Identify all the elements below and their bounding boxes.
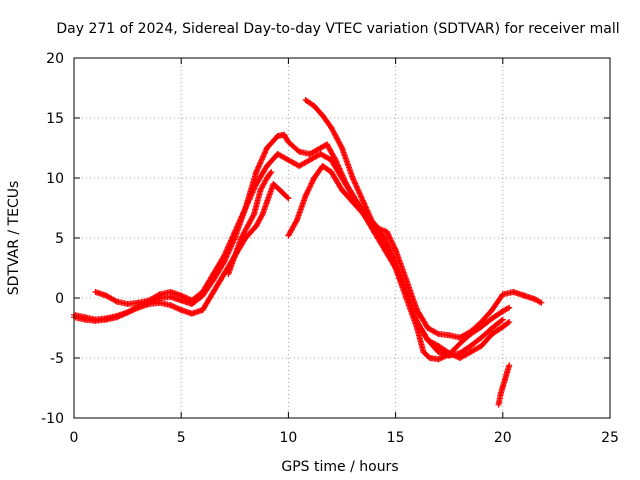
data-point — [258, 212, 265, 219]
y-tick-label: -5 — [50, 351, 64, 367]
series-track-2 — [92, 151, 506, 359]
data-point — [498, 317, 505, 324]
x-tick-label: 20 — [494, 430, 512, 446]
data-point — [506, 362, 513, 369]
series-track-4 — [225, 169, 275, 277]
y-tick-label: 5 — [55, 231, 64, 247]
data-point — [250, 212, 257, 219]
x-tick-label: 15 — [387, 430, 405, 446]
x-tick-label: 10 — [279, 430, 297, 446]
data-point — [506, 304, 513, 311]
data-point — [384, 230, 391, 237]
data-point — [504, 305, 511, 312]
data-point — [307, 181, 314, 188]
data-point — [309, 177, 316, 184]
x-tick-label: 0 — [70, 430, 79, 446]
axis-layer: 0 5 10 15 20 25 -10 -5 0 5 10 15 20 — [41, 51, 619, 446]
y-tick-label: 10 — [46, 171, 64, 187]
data-point — [499, 316, 506, 323]
data-point — [155, 292, 162, 299]
data-point — [305, 187, 312, 194]
data-point — [307, 183, 314, 190]
x-tick-label: 5 — [177, 430, 186, 446]
plot-frame — [73, 57, 611, 419]
data-point — [434, 330, 441, 337]
data-point — [303, 190, 310, 197]
data-point — [267, 170, 274, 177]
data-point — [112, 297, 119, 304]
data-point — [304, 188, 311, 195]
data-point — [390, 242, 397, 249]
data-point — [385, 231, 392, 238]
chart-title: Day 271 of 2024, Sidereal Day-to-day VTE… — [56, 21, 619, 37]
data-point — [391, 244, 398, 251]
data-point — [293, 218, 300, 225]
data-layer — [71, 97, 545, 408]
x-axis-label: GPS time / hours — [281, 459, 398, 475]
series-track-7 — [495, 362, 513, 408]
y-tick-label: 0 — [55, 291, 64, 307]
y-tick-label: -10 — [41, 411, 64, 427]
data-point — [306, 184, 313, 191]
data-point — [338, 143, 345, 150]
x-tick-label: 25 — [601, 430, 619, 446]
data-point — [285, 195, 292, 202]
data-point — [505, 319, 512, 326]
data-point — [284, 194, 291, 201]
y-tick-label: 20 — [46, 51, 64, 67]
data-point — [391, 245, 398, 252]
data-point — [537, 299, 544, 306]
data-point — [309, 179, 316, 186]
y-axis-label: SDTVAR / TECUs — [6, 181, 22, 296]
data-point — [302, 193, 309, 199]
data-point — [308, 180, 315, 187]
data-point — [506, 319, 513, 325]
data-point — [305, 186, 312, 193]
data-point — [303, 191, 310, 198]
data-point — [386, 233, 393, 240]
data-point — [384, 229, 391, 235]
data-point — [538, 299, 545, 306]
grid-layer — [74, 58, 610, 418]
y-tick-label: 15 — [46, 111, 64, 127]
data-point — [220, 254, 227, 261]
series-track-3 — [71, 181, 292, 323]
series-track-6 — [285, 163, 513, 361]
data-point — [268, 169, 275, 175]
